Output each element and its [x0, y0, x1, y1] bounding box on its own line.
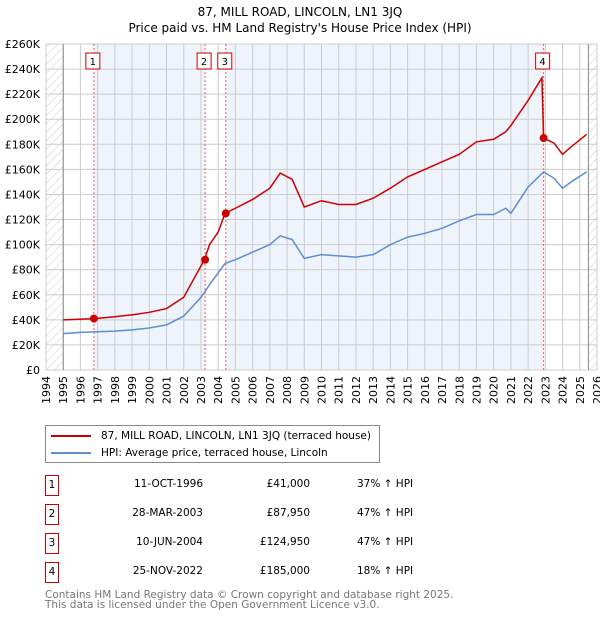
x-tick-label: 2022 — [522, 376, 535, 404]
y-tick-label: £40K — [12, 314, 41, 327]
y-tick-label: £160K — [5, 163, 41, 176]
y-tick-label: £60K — [12, 289, 41, 302]
transaction-hpi: 18% ↑ HPI — [357, 565, 414, 577]
transaction-num: 2 — [45, 504, 59, 525]
sale-label: 3 — [222, 57, 228, 68]
legend-item-property: 87, MILL ROAD, LINCOLN, LN1 3JQ (terrace… — [51, 428, 371, 444]
y-tick-label: £200K — [5, 113, 41, 126]
y-tick-label: £260K — [5, 38, 41, 51]
hatched-region — [588, 44, 597, 370]
transaction-date: 25-NOV-2022 — [132, 565, 203, 577]
transaction-hpi: 37% ↑ HPI — [357, 478, 414, 490]
price-chart: 1994 1995 1996 1997 1998 1999 2000 2001 2002 2003… — [5, 38, 600, 404]
y-tick-label: £80K — [12, 264, 41, 277]
y-tick-label: £240K — [5, 63, 41, 76]
x-tick-label: 2012 — [350, 376, 363, 404]
sale-label-box — [535, 52, 551, 70]
transaction-price: £185,000 — [259, 565, 310, 577]
transaction-date: 10-JUN-2004 — [136, 536, 203, 548]
transaction-hpi: 47% ↑ HPI — [357, 507, 414, 519]
legend-label: HPI: Average price, terraced house, Linc… — [101, 447, 328, 459]
x-tick-label: 2005 — [229, 376, 242, 404]
x-tick-label: 2019 — [470, 376, 483, 404]
legend-item-hpi: HPI: Average price, terraced house, Linc… — [51, 445, 328, 461]
footer-line: Contains HM Land Registry data © Crown c… — [45, 589, 454, 601]
y-tick-label: £20K — [12, 339, 41, 352]
x-tick-label: 1997 — [92, 376, 105, 404]
sale-label-box — [85, 52, 101, 70]
transaction-price: £41,000 — [266, 478, 310, 490]
x-tick-label: 2011 — [333, 376, 346, 404]
x-tick-label: 1996 — [74, 376, 87, 404]
sale-label-box — [217, 52, 233, 70]
transaction-date: 28-MAR-2003 — [132, 507, 203, 519]
chart-subtitle: Price paid vs. HM Land Registry's House … — [128, 21, 472, 35]
x-tick-label: 2000 — [143, 376, 156, 404]
sale-label: 2 — [201, 57, 207, 68]
transaction-row: 3 10-JUN-2004 £124,950 47% ↑ HPI — [45, 533, 413, 554]
y-tick-label: £120K — [5, 214, 41, 227]
property-price-line — [63, 75, 588, 321]
y-tick-label: £0 — [26, 364, 40, 377]
transaction-num: 3 — [45, 533, 59, 554]
x-tick-label: 2008 — [281, 376, 294, 404]
transaction-row: 1 11-OCT-1996 £41,000 37% ↑ HPI — [45, 475, 413, 496]
transaction-price: £124,950 — [259, 536, 310, 548]
transaction-num: 4 — [45, 562, 59, 583]
sale-label-box — [196, 52, 212, 70]
sale-label: 1 — [90, 57, 96, 68]
x-tick-label: 2018 — [453, 376, 466, 404]
x-tick-label: 2007 — [264, 376, 277, 404]
transaction-price: £87,950 — [266, 507, 310, 519]
sale-point — [221, 209, 230, 218]
x-tick-label: 2017 — [436, 376, 449, 404]
x-tick-label: 1998 — [109, 376, 122, 404]
legend-label: 87, MILL ROAD, LINCOLN, LN1 3JQ (terrace… — [101, 430, 371, 442]
sale-point — [539, 134, 548, 143]
x-tick-label: 2001 — [161, 376, 174, 404]
x-tick-label: 2004 — [212, 376, 225, 404]
footer-line: This data is licensed under the Open Gov… — [45, 599, 380, 611]
transaction-row: 2 28-MAR-2003 £87,950 47% ↑ HPI — [45, 504, 413, 525]
x-tick-label: 2014 — [384, 376, 397, 404]
transaction-hpi: 47% ↑ HPI — [357, 536, 414, 548]
x-tick-label: 2009 — [298, 376, 311, 404]
sale-point — [201, 255, 210, 264]
x-tick-label: 2023 — [539, 376, 552, 404]
x-tick-label: 1999 — [126, 376, 139, 404]
x-tick-label: 2021 — [505, 376, 518, 404]
x-tick-label: 2002 — [178, 376, 191, 404]
x-tick-label: 2006 — [247, 376, 260, 404]
footer: Contains HM Land Registry data © Crown c… — [45, 589, 454, 611]
transaction-date: 11-OCT-1996 — [134, 478, 203, 490]
shaded-period — [225, 44, 544, 370]
x-tick-label: 2020 — [488, 376, 501, 404]
x-tick-label: 2016 — [419, 376, 432, 404]
x-tick-label: 1994 — [40, 376, 53, 404]
x-tick-label: 1995 — [57, 376, 70, 404]
sale-label: 4 — [539, 57, 545, 68]
x-tick-label: 2003 — [195, 376, 208, 404]
x-tick-label: 2010 — [316, 376, 329, 404]
x-tick-label: 2024 — [557, 376, 570, 404]
transaction-num: 1 — [45, 475, 59, 496]
y-tick-label: £220K — [5, 88, 41, 101]
transaction-row: 4 25-NOV-2022 £185,000 18% ↑ HPI — [45, 562, 413, 583]
x-tick-label: 2026 — [591, 376, 600, 404]
y-tick-label: £180K — [5, 138, 41, 151]
legend: 87, MILL ROAD, LINCOLN, LN1 3JQ (terrace… — [45, 425, 380, 463]
chart-title: 87, MILL ROAD, LINCOLN, LN1 3JQ — [197, 5, 403, 19]
y-tick-label: £140K — [5, 188, 41, 201]
x-tick-label: 2013 — [367, 376, 380, 404]
sale-point — [89, 314, 98, 323]
hpi-line — [63, 170, 588, 335]
x-tick-label: 2015 — [402, 376, 415, 404]
x-tick-label: 2025 — [574, 376, 587, 404]
y-tick-label: £100K — [5, 239, 41, 252]
hatched-region — [46, 44, 64, 370]
